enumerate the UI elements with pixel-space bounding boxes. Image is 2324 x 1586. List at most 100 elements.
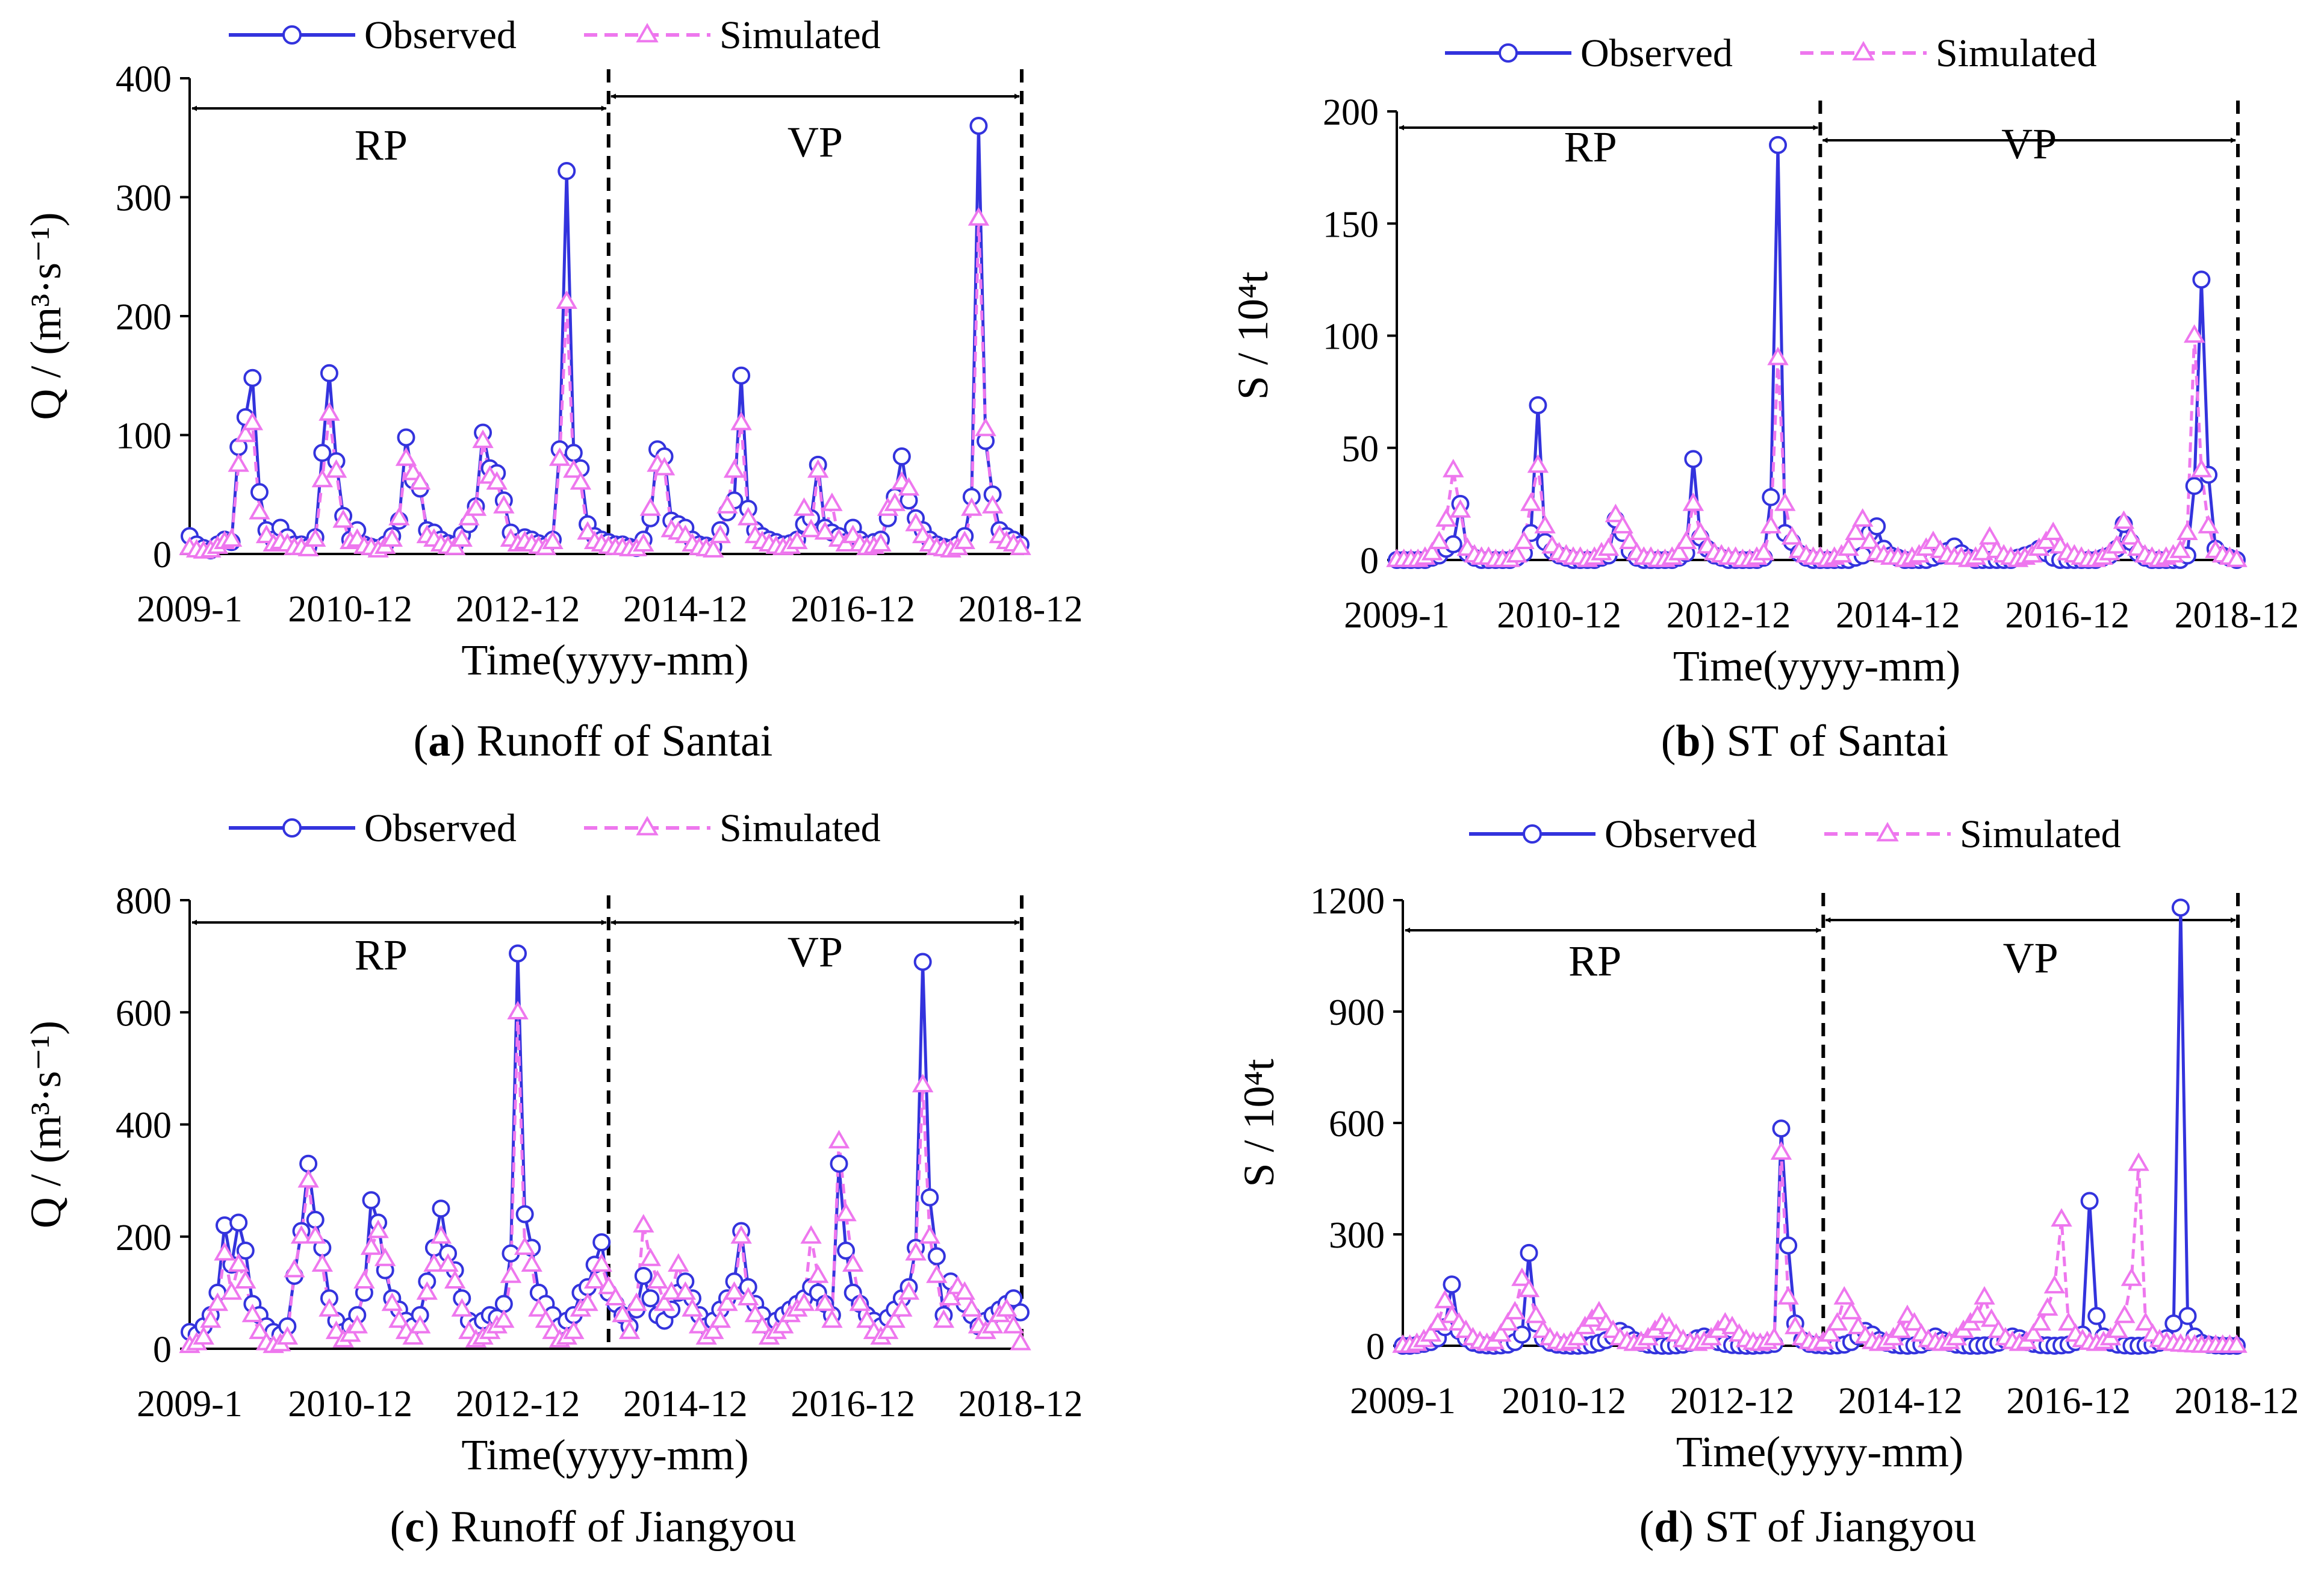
observed-point (1512, 1325, 1531, 1344)
observed-point (2185, 477, 2204, 496)
observed-point (2192, 270, 2211, 289)
simulated-point (633, 533, 654, 552)
period-label-rp: RP (355, 931, 408, 979)
y-axis-title: S / 10⁴t (1235, 1059, 1283, 1187)
observed-point (592, 1233, 611, 1252)
simulated-point (1978, 526, 2001, 545)
observed-line (1397, 145, 2237, 562)
simulated-point (1689, 521, 1711, 541)
simulated-point (563, 459, 585, 478)
y-axis-title: S / 10⁴t (1229, 272, 1277, 400)
observed-point (432, 1199, 450, 1218)
observed-point (229, 1213, 248, 1232)
simulated-point (723, 1281, 745, 1300)
x-tick-label: 2016-12 (2006, 1381, 2131, 1422)
period-label-vp: VP (788, 928, 843, 976)
simulated-point (486, 471, 508, 490)
simulated-point (241, 1304, 264, 1322)
simulated-point (1903, 1311, 1925, 1331)
simulated-point (2035, 530, 2057, 549)
simulated-point (2042, 521, 2064, 541)
simulated-point (933, 1309, 955, 1328)
observed-point (2080, 1192, 2099, 1210)
legend-simulated-label: Simulated (719, 806, 881, 850)
observed-point (969, 117, 988, 135)
panel-caption: (b) ST of Santai (1661, 717, 1949, 766)
simulated-point (1675, 530, 1697, 549)
simulated-point (2113, 510, 2135, 529)
simulated-point (500, 1264, 522, 1283)
x-tick-label: 2016-12 (791, 589, 915, 630)
simulated-point (1527, 454, 1549, 473)
simulated-point (639, 1247, 662, 1266)
simulated-point (2057, 1311, 2080, 1331)
x-axis-title: Time(yyyy-mm) (461, 1431, 748, 1479)
observed-point (236, 1242, 255, 1260)
observed-point (515, 1205, 534, 1224)
period-label-rp: RP (1564, 123, 1617, 171)
simulated-point (2051, 1208, 2072, 1227)
simulated-point (814, 1292, 836, 1311)
simulated-point (2183, 324, 2205, 343)
simulated-point (388, 1309, 410, 1328)
simulated-point (577, 521, 598, 540)
simulated-point (807, 459, 829, 478)
observed-point (1520, 1243, 1538, 1262)
chart-panel-b: 0 50 100 150 200 2009-1 2010-12 2012-12 2014-12 2… (1229, 31, 2299, 766)
simulated-point (583, 1270, 606, 1289)
simulated-point (318, 402, 340, 421)
simulated-point (570, 471, 592, 490)
simulated-point (1525, 1304, 1547, 1323)
x-tick-label: 2014-12 (1838, 1381, 1963, 1422)
simulated-point (207, 1292, 229, 1311)
x-tick-label: 2010-12 (1497, 595, 1621, 636)
y-tick-label: 400 (116, 1106, 172, 1146)
simulated-point (1534, 515, 1556, 533)
simulated-point (290, 1225, 312, 1244)
simulated-point (367, 1219, 389, 1239)
observed-point (2164, 1314, 2183, 1333)
caption-letter: a (428, 717, 450, 766)
simulated-point (514, 1236, 536, 1255)
simulated-point (612, 1304, 633, 1322)
simulated-point (968, 207, 990, 226)
y-axis-title: Q / (m³·s⁻¹) (22, 212, 70, 420)
period-label-vp: VP (788, 118, 843, 166)
simulated-point (1847, 1316, 1869, 1334)
simulated-point (235, 423, 256, 443)
legend-observed-marker (1523, 824, 1542, 844)
caption-text: ) ST of Santai (1701, 717, 1949, 766)
simulated-point (905, 1242, 927, 1261)
y-tick-label: 600 (116, 993, 172, 1034)
simulated-point (772, 1314, 794, 1334)
legend-observed-label: Observed (364, 13, 517, 57)
observed-point (362, 1191, 381, 1210)
observed-point (397, 428, 415, 447)
simulated-point (647, 1270, 668, 1289)
simulated-point (1859, 530, 1881, 549)
simulated-point (276, 1326, 299, 1345)
simulated-point (1443, 458, 1464, 477)
simulated-point (793, 497, 815, 516)
simulated-point (1520, 492, 1542, 511)
legend-simulated-marker (636, 22, 659, 43)
simulated-point (214, 1242, 235, 1261)
simulated-point (200, 1309, 222, 1328)
observed-point (2171, 898, 2190, 917)
period-label-vp: VP (2003, 934, 2058, 982)
legend-simulated-marker (1876, 821, 1899, 842)
x-tick-label: 2012-12 (1670, 1381, 1795, 1422)
observed-point (1779, 1236, 1798, 1255)
chart-panel-d: 0 300 600 900 1200 2009-1 2010-12 2012-12 2014-1… (1235, 812, 2299, 1552)
simulated-point (730, 1225, 752, 1244)
simulated-point (409, 1314, 431, 1334)
simulated-point (1434, 1289, 1456, 1308)
simulated-point (332, 509, 354, 528)
simulated-point (437, 1253, 459, 1272)
x-tick-label: 2009-1 (1344, 595, 1450, 636)
simulated-point (877, 1320, 899, 1339)
simulated-point (325, 459, 347, 478)
simulated-point (800, 1225, 822, 1244)
simulated-point (2022, 1323, 2045, 1342)
caption-open-paren: ( (1639, 1502, 1654, 1552)
